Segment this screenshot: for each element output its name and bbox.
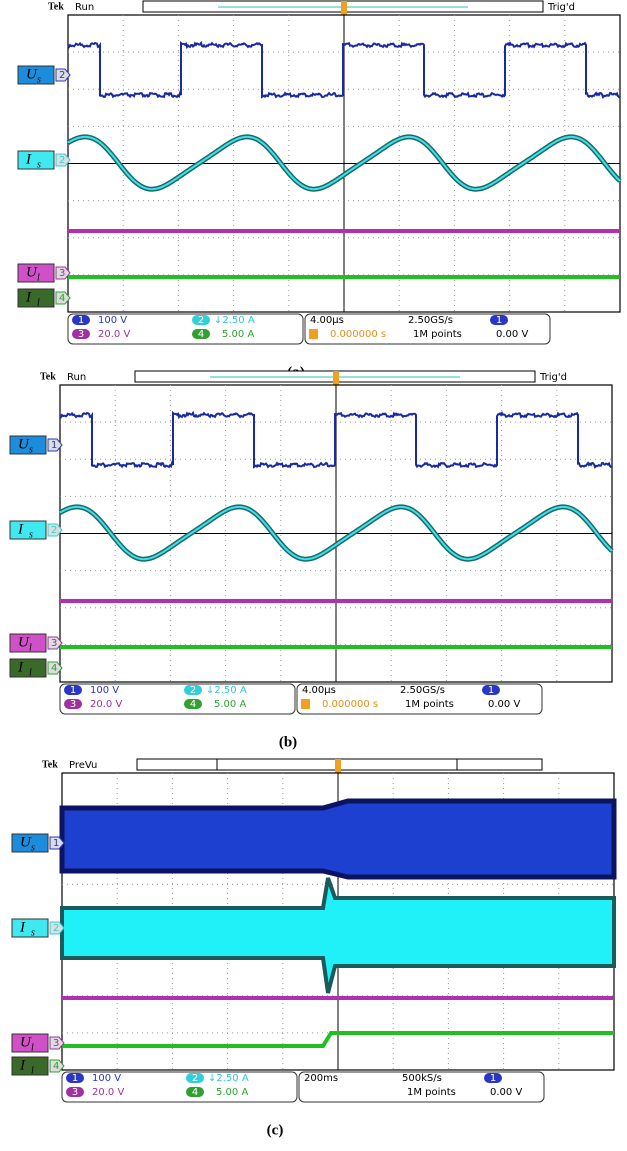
channel-badge-number: 1	[490, 1073, 496, 1084]
channel-marker-number: 2	[59, 70, 65, 81]
channel-label: I	[25, 289, 32, 305]
channel-marker-number: 2	[59, 155, 65, 166]
figure: TekRunTrig'dUs2Is2Ul3Il41100 V2↓2.50 A32…	[0, 0, 627, 1151]
channel-marker-number: 2	[53, 923, 59, 934]
channel-label: I	[17, 521, 24, 537]
record-length: 1M points	[405, 699, 454, 710]
channel-label-sub: l	[31, 1042, 34, 1053]
ch2-scale: ↓2.50 A	[206, 685, 247, 696]
ch1-scale: 100 V	[98, 315, 127, 326]
channel-badge-number: 4	[198, 329, 204, 340]
caption: (b)	[279, 734, 297, 750]
channel-marker-number: 3	[59, 268, 65, 279]
channel-label-box	[12, 1057, 48, 1075]
trigger-state: Trig'd	[547, 2, 575, 13]
channel-label-sub: s	[29, 529, 33, 540]
channel-marker-number: 2	[51, 525, 57, 536]
ch3-scale: 20.0 V	[98, 329, 130, 340]
ch4-scale: 5.00 A	[216, 1087, 248, 1098]
ch4-scale: 5.00 A	[214, 699, 246, 710]
channel-label-sub: s	[37, 74, 41, 85]
channel-label-box	[12, 919, 48, 937]
channel-label-box	[10, 659, 46, 677]
channel-label-sub: l	[37, 272, 40, 283]
sample-rate: 2.50GS/s	[400, 685, 445, 696]
channel-badge-number: 3	[72, 1087, 78, 1098]
channel-label-box	[10, 521, 46, 539]
timebase: 200ms	[304, 1073, 338, 1084]
brand: Tek	[40, 371, 56, 382]
channel-label-sub: s	[29, 444, 33, 455]
trigger-state: Trig'd	[539, 372, 567, 383]
channel-label: I	[25, 151, 32, 167]
channel-marker-number: 3	[51, 638, 57, 649]
channel-badge-number: 1	[488, 685, 494, 696]
ch3-scale: 20.0 V	[92, 1087, 124, 1098]
channel-badge-number: 2	[198, 315, 204, 326]
channel-marker-number: 1	[51, 440, 57, 451]
timebase: 4.00µs	[302, 685, 336, 696]
brand: Tek	[48, 1, 64, 12]
channel-badge-number: 2	[192, 1073, 198, 1084]
channel-badge-number: 2	[190, 685, 196, 696]
channel-badge-number: 3	[70, 699, 76, 710]
channel-marker-number: 4	[53, 1061, 59, 1072]
channel-label-sub: s	[31, 927, 35, 938]
channel-label-box	[18, 289, 54, 307]
ch3-scale: 20.0 V	[90, 699, 122, 710]
channel-badge-number: 1	[496, 315, 502, 326]
channel-badge-number: 1	[72, 1073, 78, 1084]
ch1-scale: 100 V	[92, 1073, 121, 1084]
channel-marker-number: 4	[51, 663, 57, 674]
status: PreVu	[69, 760, 97, 771]
position: 0.000000 s	[330, 329, 386, 340]
channel-badge-number: 4	[190, 699, 196, 710]
channel-badge-number: 3	[78, 329, 84, 340]
record-length: 1M points	[407, 1087, 456, 1098]
channel-marker-number: 4	[59, 293, 65, 304]
ch4-scale: 5.00 A	[222, 329, 254, 340]
channel-label-sub: l	[37, 297, 40, 308]
ch1-scale: 100 V	[90, 685, 119, 696]
brand: Tek	[42, 759, 58, 770]
trigger-level: 0.00 V	[490, 1087, 522, 1098]
channel-label: I	[19, 919, 26, 935]
channel-label-sub: l	[29, 642, 32, 653]
status: Run	[67, 372, 86, 383]
channel-label-sub: l	[31, 1065, 34, 1076]
timebase: 4.00µs	[310, 315, 344, 326]
ch2-scale: ↓2.50 A	[214, 315, 255, 326]
trigger-icon	[301, 699, 310, 709]
trigger-level: 0.00 V	[496, 329, 528, 340]
sample-rate: 2.50GS/s	[408, 315, 453, 326]
channel-badge-number: 1	[70, 685, 76, 696]
position: 0.000000 s	[322, 699, 378, 710]
channel-label: I	[19, 1057, 26, 1073]
channel-label-sub: l	[29, 667, 32, 678]
trigger-level: 0.00 V	[488, 699, 520, 710]
channel-label-sub: s	[31, 842, 35, 853]
record-length: 1M points	[413, 329, 462, 340]
status: Run	[75, 2, 94, 13]
channel-marker-number: 3	[53, 1038, 59, 1049]
trigger-icon	[309, 329, 318, 339]
channel-marker-number: 1	[53, 838, 59, 849]
channel-badge-number: 1	[78, 315, 84, 326]
ch2-scale: ↓2.50 A	[208, 1073, 249, 1084]
channel-label: I	[17, 659, 24, 675]
channel-label-box	[18, 151, 54, 169]
sample-rate: 500kS/s	[402, 1073, 442, 1084]
channel-badge-number: 4	[192, 1087, 198, 1098]
caption: (c)	[267, 1122, 284, 1138]
trace-us	[62, 801, 614, 877]
channel-label-sub: s	[37, 159, 41, 170]
